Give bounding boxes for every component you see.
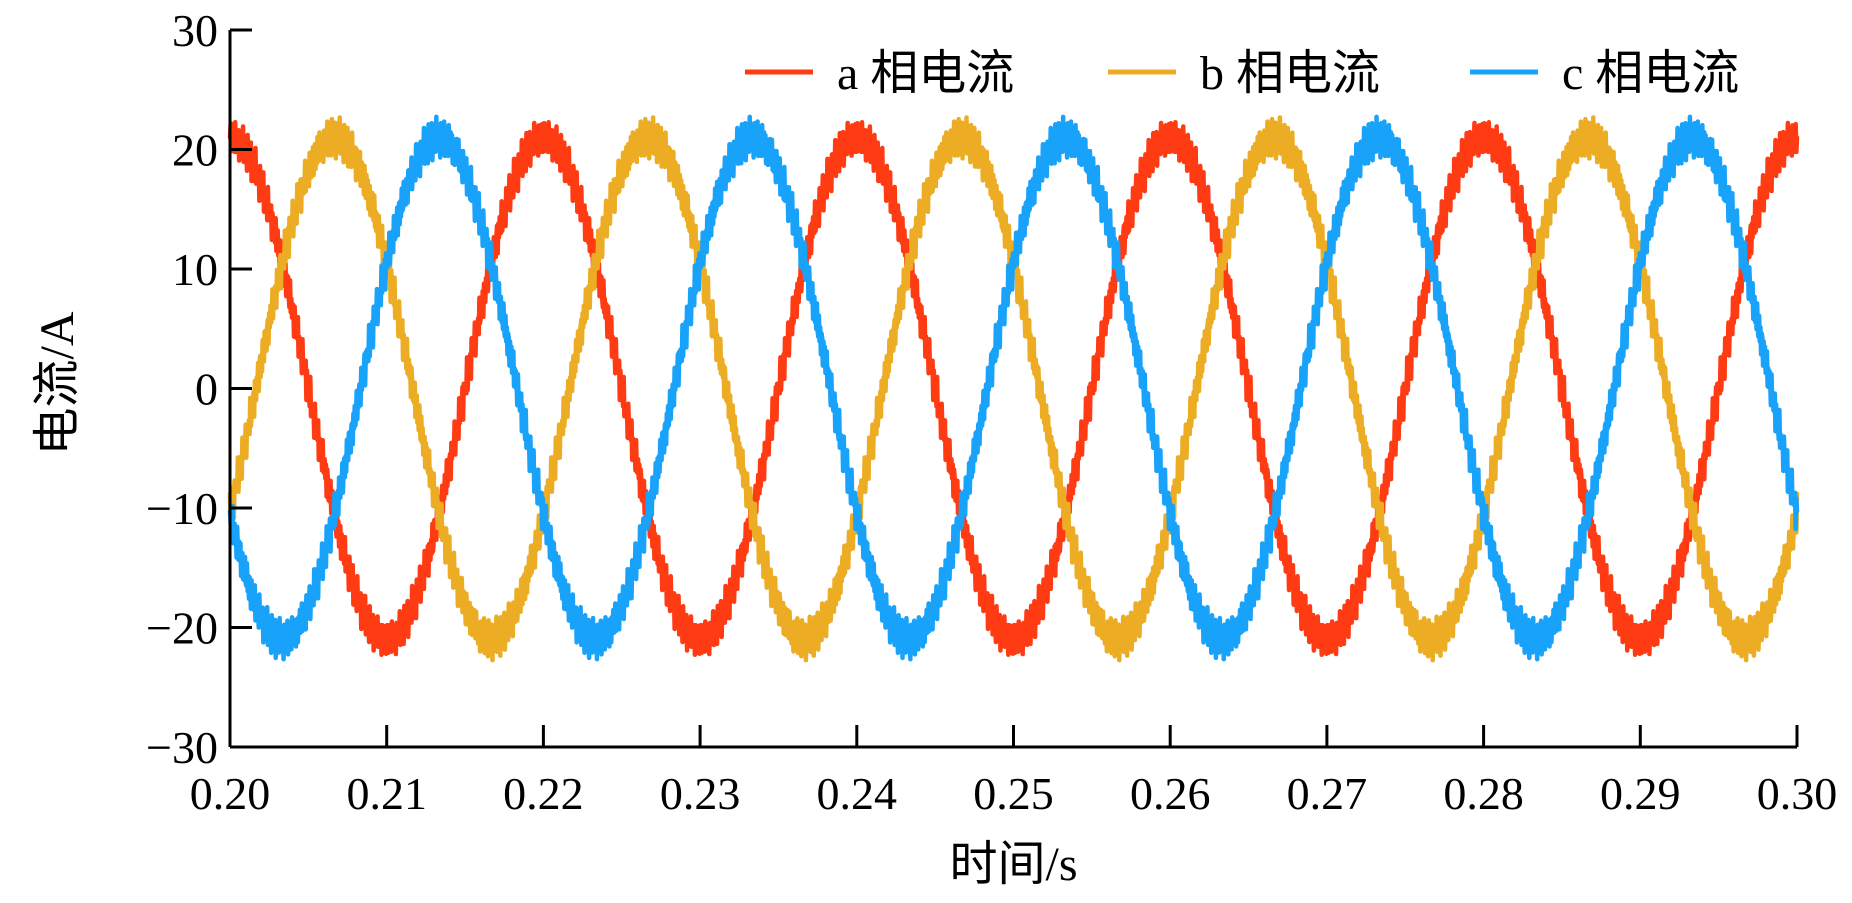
x-tick-label: 0.30	[1757, 768, 1838, 819]
x-ticks: 0.20 0.21 0.22 0.23 0.24 0.25 0.26 0.27 0.28 0.29…	[190, 725, 1838, 819]
series-layer	[227, 114, 1800, 663]
series-line-b	[227, 115, 1800, 663]
legend-label: a 相电流	[837, 47, 1014, 100]
series-line-a	[227, 120, 1800, 657]
y-tick-label: 20	[172, 125, 218, 176]
y-axis-title: 电流/A	[31, 311, 84, 455]
x-axis-title: 时间/s	[949, 838, 1077, 891]
y-ticks: 30 20 10 0 −10 −20 −30	[146, 5, 252, 773]
x-tick-label: 0.29	[1600, 768, 1681, 819]
y-tick-label: −10	[146, 483, 218, 534]
y-tick-label: 0	[195, 364, 218, 415]
x-tick-label: 0.22	[503, 768, 584, 819]
x-tick-label: 0.23	[660, 768, 741, 819]
x-tick-label: 0.21	[346, 768, 427, 819]
series-line-c	[227, 114, 1800, 662]
x-tick-label: 0.28	[1443, 768, 1524, 819]
y-tick-label: 10	[172, 244, 218, 295]
y-tick-label: −30	[146, 722, 218, 773]
legend-label: b 相电流	[1200, 47, 1380, 100]
legend-label: c 相电流	[1562, 47, 1739, 100]
x-tick-label: 0.27	[1287, 768, 1368, 819]
x-tick-label: 0.26	[1130, 768, 1211, 819]
y-tick-label: 30	[172, 5, 218, 56]
x-tick-label: 0.25	[973, 768, 1054, 819]
x-tick-label: 0.20	[190, 768, 271, 819]
x-tick-label: 0.24	[817, 768, 898, 819]
legend: a 相电流 b 相电流 c 相电流	[745, 47, 1739, 100]
y-tick-label: −20	[146, 603, 218, 654]
